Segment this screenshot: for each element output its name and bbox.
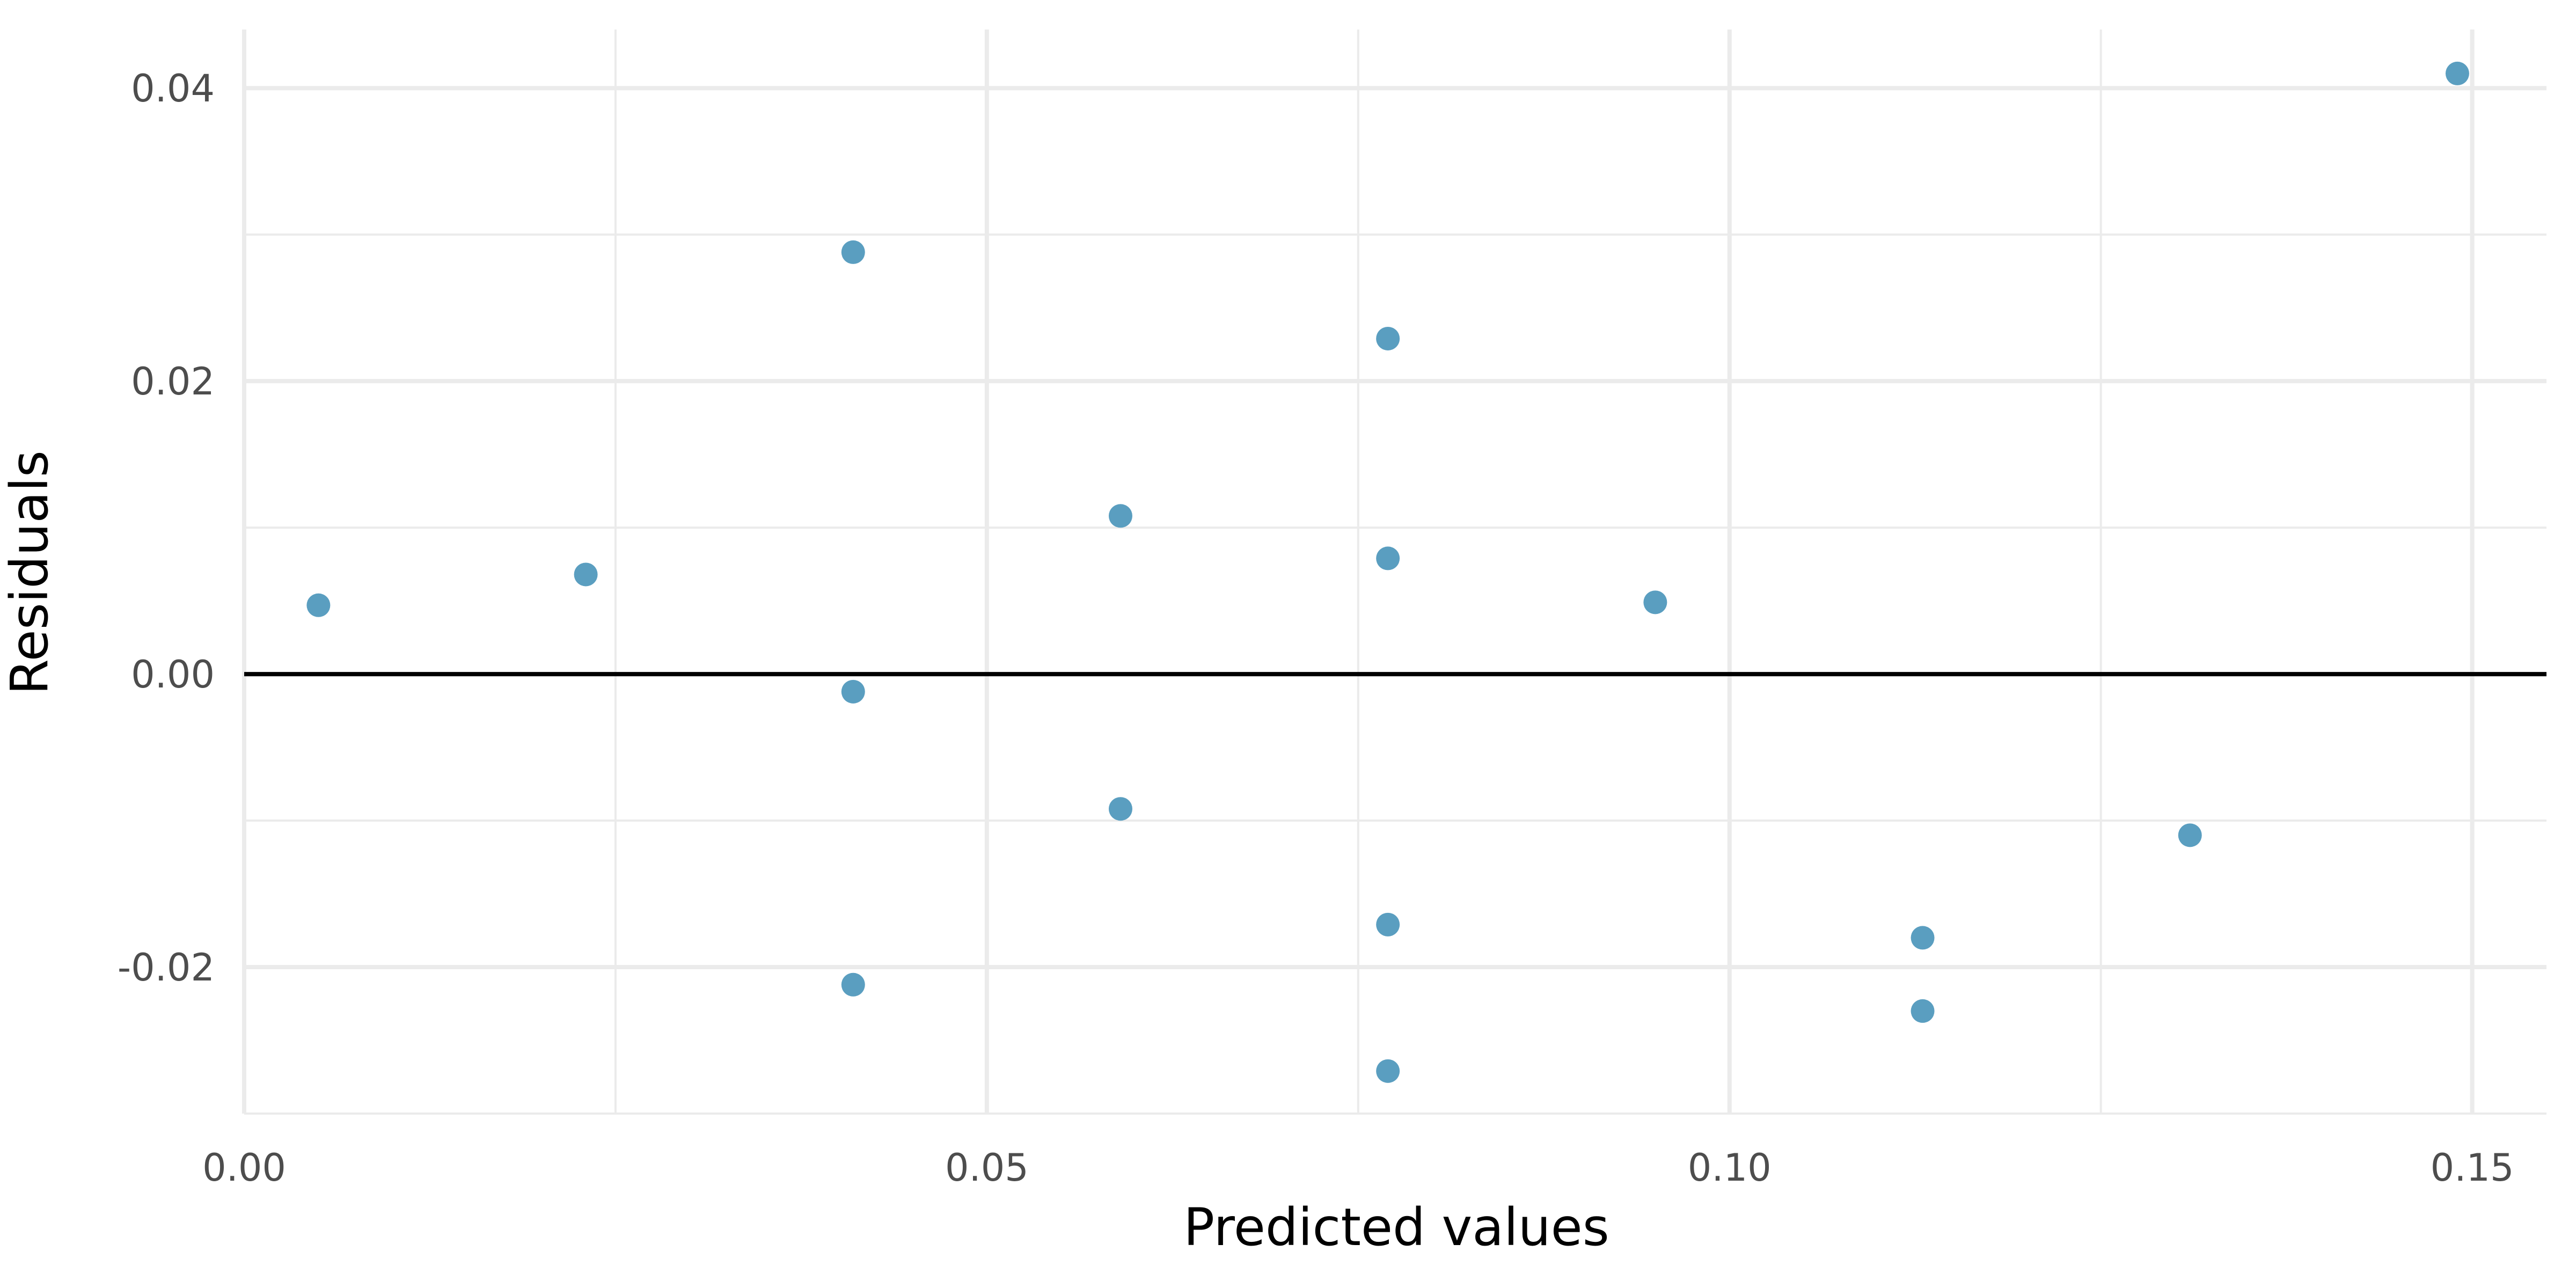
data-point: [1911, 999, 1935, 1023]
x-tick-label: 0.10: [1688, 1146, 1772, 1190]
data-point: [2178, 823, 2202, 847]
x-tick-label: 0.15: [2431, 1146, 2514, 1190]
data-point: [2445, 61, 2469, 85]
y-tick-label: 0.00: [131, 653, 215, 697]
data-point: [1376, 326, 1400, 350]
data-point: [841, 972, 865, 997]
y-tick-label: -0.02: [118, 946, 215, 990]
y-tick-labels: -0.02 0.00 0.02 0.04: [118, 67, 215, 990]
data-point: [1108, 797, 1132, 821]
data-point: [1108, 504, 1132, 528]
x-tick-label: 0.00: [202, 1146, 286, 1190]
data-point: [1376, 1059, 1400, 1083]
data-point: [1376, 912, 1400, 936]
x-tick-labels: 0.00 0.05 0.10 0.15: [202, 1146, 2514, 1190]
y-tick-label: 0.04: [131, 67, 215, 111]
y-tick-label: 0.02: [131, 360, 215, 404]
points-layer: [306, 61, 2469, 1083]
data-point: [1376, 546, 1400, 570]
data-point: [841, 240, 865, 264]
data-point: [1911, 926, 1935, 950]
data-point: [841, 679, 865, 704]
y-axis-title: Residuals: [0, 450, 60, 694]
x-axis-title: Predicted values: [1183, 1197, 1609, 1257]
data-point: [1643, 590, 1667, 614]
data-point: [574, 562, 598, 587]
x-tick-label: 0.05: [945, 1146, 1029, 1190]
data-point: [306, 593, 331, 617]
